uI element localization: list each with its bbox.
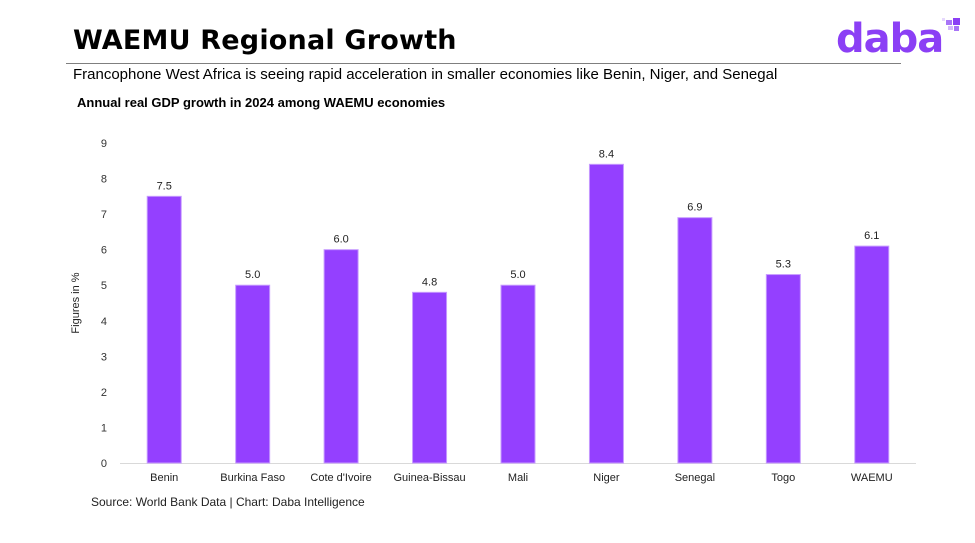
- data-label: 5.0: [245, 269, 260, 281]
- page-title: WAEMU Regional Growth: [73, 25, 457, 56]
- bar: [323, 249, 359, 464]
- y-tick-label: 1: [101, 422, 107, 434]
- data-label: 6.1: [864, 230, 879, 242]
- y-axis-title: Figures in %: [70, 272, 82, 333]
- bar: [146, 195, 182, 464]
- x-tick-label: WAEMU: [851, 472, 893, 484]
- y-tick-label: 8: [101, 174, 107, 186]
- x-axis-labels: Benin Burkina Faso Cote d'Ivoire Guinea-Bis…: [150, 472, 893, 484]
- bar: [500, 284, 536, 464]
- y-tick-label: 4: [101, 316, 107, 328]
- bar: [854, 245, 890, 464]
- data-label: 8.4: [599, 148, 614, 160]
- data-label: 5.0: [510, 269, 525, 281]
- x-tick-label: Togo: [771, 472, 795, 484]
- bar: [588, 163, 624, 464]
- bars: [146, 163, 890, 464]
- bar: [765, 274, 801, 464]
- y-tick-label: 6: [101, 245, 107, 257]
- data-label: 4.8: [422, 276, 437, 288]
- x-tick-label: Mali: [508, 472, 528, 484]
- data-labels: 7.5 5.0 6.0 4.8 5.0 8.4 6.9 5.3 6.1: [157, 148, 880, 288]
- bar: [677, 217, 713, 464]
- bar: [235, 284, 271, 464]
- y-tick-label: 2: [101, 387, 107, 399]
- data-label: 5.3: [776, 259, 791, 271]
- x-tick-label: Guinea-Bissau: [393, 472, 465, 484]
- y-tick-label: 3: [101, 351, 107, 363]
- page-subtitle: Francophone West Africa is seeing rapid …: [73, 66, 778, 83]
- bar: [412, 291, 448, 464]
- data-label: 6.0: [333, 234, 348, 246]
- y-tick-label: 7: [101, 209, 107, 221]
- x-tick-label: Senegal: [675, 472, 715, 484]
- daba-logo: daba: [836, 14, 966, 62]
- data-label: 7.5: [157, 180, 172, 192]
- chart-title: Annual real GDP growth in 2024 among WAE…: [77, 95, 446, 110]
- x-tick-label: Cote d'Ivoire: [310, 472, 371, 484]
- x-tick-label: Benin: [150, 472, 178, 484]
- data-label: 6.9: [687, 202, 702, 214]
- x-tick-label: Burkina Faso: [220, 472, 285, 484]
- logo-text: daba: [836, 16, 943, 60]
- daba-sparkle-icon: [942, 18, 960, 31]
- y-tick-label: 0: [101, 458, 107, 470]
- x-tick-label: Niger: [593, 472, 620, 484]
- y-tick-label: 5: [101, 280, 107, 292]
- source-note: Source: World Bank Data | Chart: Daba In…: [91, 495, 365, 509]
- title-divider: [66, 63, 901, 64]
- y-tick-label: 9: [101, 138, 107, 150]
- y-axis-ticks: 0 1 2 3 4 5 6 7 8 9: [101, 138, 107, 470]
